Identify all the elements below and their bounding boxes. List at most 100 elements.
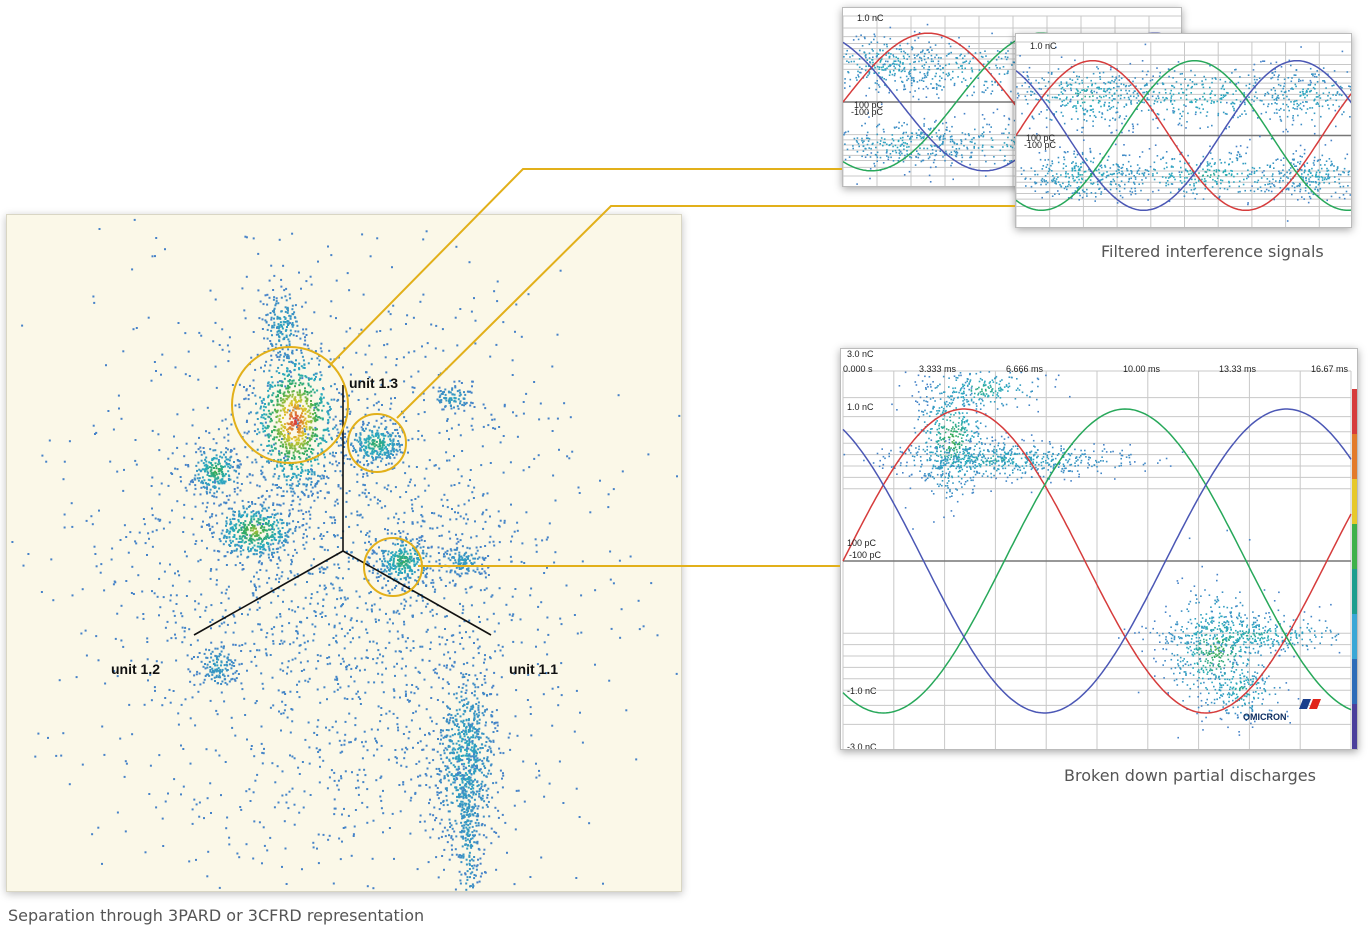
scatter-point [375, 450, 378, 453]
scatter-point [454, 316, 457, 319]
scatter-point [386, 621, 389, 624]
scatter-point [298, 452, 301, 455]
scatter-point [273, 429, 276, 432]
scatter-point [348, 663, 351, 666]
scatter-point [271, 399, 274, 402]
scatter-point [417, 438, 420, 441]
scatter-point [405, 725, 408, 728]
scatter-point [238, 524, 241, 527]
scatter-point [356, 779, 359, 782]
scatter-point [287, 530, 290, 533]
scatter-point [329, 452, 332, 455]
scatter-point [276, 325, 279, 328]
scatter-point [306, 640, 309, 643]
scatter-point [110, 558, 113, 561]
scatter-point [282, 435, 285, 437]
scatter-point [537, 605, 540, 608]
scatter-point [283, 394, 285, 397]
scatter-point [456, 725, 458, 728]
scatter-point [94, 433, 96, 435]
scatter-point [385, 612, 387, 615]
scatter-point [276, 411, 279, 413]
scatter-point [389, 407, 392, 410]
scatter-point [288, 395, 291, 398]
scatter-point [386, 566, 389, 569]
scatter-point [246, 456, 249, 459]
scatter-point [181, 641, 184, 644]
scatter-point [456, 723, 459, 726]
scatter-point [222, 536, 225, 539]
scatter-point [398, 549, 401, 552]
scatter-point [538, 674, 541, 677]
scatter-point [303, 668, 306, 671]
scatter-point [433, 512, 436, 515]
scatter-point [401, 568, 404, 570]
scatter-point [235, 470, 238, 473]
scatter-point [421, 345, 423, 348]
scatter-point [150, 699, 153, 702]
scatter-point [269, 543, 272, 546]
scatter-point [247, 546, 250, 549]
scatter-point [380, 433, 383, 435]
scatter-point [375, 457, 378, 460]
scatter-point [481, 780, 484, 783]
scatter-point [257, 538, 260, 541]
scatter-point [252, 515, 255, 518]
scatter-point [434, 347, 437, 350]
scatter-point [268, 296, 271, 299]
scatter-point [453, 723, 456, 726]
scatter-point [305, 442, 308, 445]
scatter-point [322, 567, 325, 570]
scatter-point [472, 630, 475, 633]
scatter-point [322, 404, 325, 407]
scatter-point [316, 496, 319, 499]
scatter-point [311, 623, 314, 626]
scatter-point [236, 555, 239, 558]
scatter-point [404, 569, 406, 572]
scatter-point [481, 513, 484, 516]
scatter-point [353, 466, 356, 468]
scatter-point [484, 681, 487, 684]
scatter-point [442, 391, 444, 394]
scatter-point [480, 785, 483, 788]
scatter-point [345, 408, 348, 411]
scatter-point [270, 446, 273, 449]
scatter-point [394, 397, 396, 399]
scatter-point [373, 445, 376, 448]
scatter-point [279, 384, 282, 387]
scatter-point [287, 475, 290, 478]
scatter-point [287, 309, 289, 312]
scatter-point [319, 475, 321, 478]
scatter-point [427, 484, 430, 487]
scatter-point [304, 409, 307, 412]
scatter-point [314, 412, 317, 414]
scatter-point [250, 580, 252, 583]
scatter-point [276, 400, 279, 403]
scatter-point [179, 476, 182, 478]
scatter-point [454, 714, 457, 717]
scatter-point [232, 613, 235, 616]
scatter-point [410, 375, 413, 378]
scatter-point [275, 370, 278, 373]
scatter-point [309, 572, 312, 575]
scatter-point [482, 714, 485, 717]
scatter-point [322, 477, 325, 480]
scatter-point [275, 547, 278, 550]
scatter-point [230, 522, 233, 525]
scatter-point [291, 428, 294, 431]
scatter-point [182, 785, 185, 788]
scatter-point [260, 742, 263, 745]
scatter-point [286, 716, 289, 719]
scatter-point [470, 725, 473, 728]
scatter-point [253, 575, 255, 578]
scatter-point [465, 689, 468, 692]
scatter-point [401, 657, 404, 660]
scatter-point [316, 591, 319, 594]
scatter-point [396, 428, 399, 431]
scatter-point [399, 444, 402, 447]
scatter-point [321, 474, 324, 477]
scatter-point [415, 538, 418, 541]
scatter-point [282, 544, 285, 547]
scatter-point [466, 813, 469, 816]
scatter-point [212, 458, 215, 461]
